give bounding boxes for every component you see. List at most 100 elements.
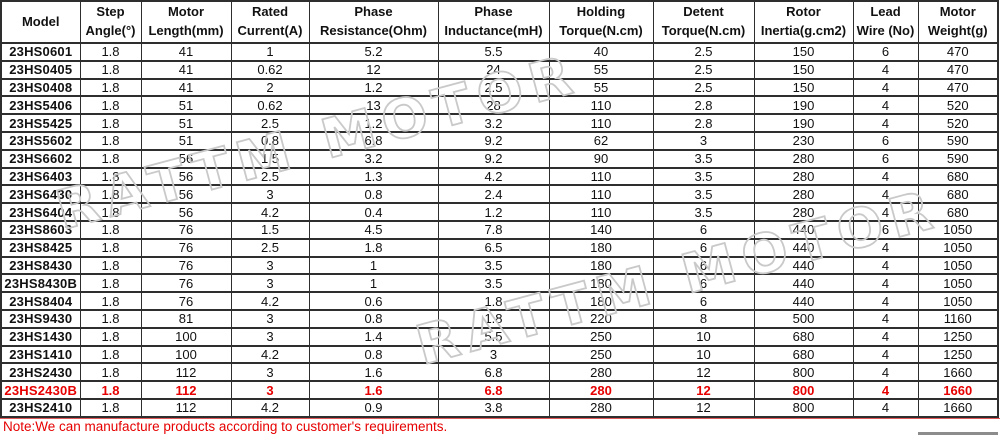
model-cell: 23HS6404 [0,202,81,222]
value-cell: 150 [753,59,854,80]
value-cell: 3.8 [437,397,550,418]
value-cell: 3.2 [308,148,439,169]
value-cell: 0.9 [308,397,439,418]
table-row: 23HS2410 1.8 112 4.2 0.9 3.8 280 12 800 4 1660 [0,397,999,418]
model-cell: 23HS8430 [0,255,81,276]
value-cell: 2.4 [437,184,550,205]
table-row: 23HS5425 1.8 51 2.5 1.2 3.2 110 2.8 190 4 520 [0,113,999,133]
table-row: 23HS6403 1.8 56 2.5 1.3 4.2 110 3.5 280 4 680 [0,166,999,187]
value-cell: 180 [548,255,654,276]
value-cell: 500 [753,308,854,329]
value-cell: 56 [140,166,232,187]
column-header-1: Step Angle(°) [79,0,142,44]
model-cell: 23HS8603 [0,219,81,240]
table-row: 23HS1430 1.8 100 3 1.4 5.5 250 10 680 4 1250 [0,326,999,347]
column-header-5: Phase Inductance(mH) [437,0,550,44]
value-cell: 280 [548,397,654,418]
value-cell: 2.5 [652,59,755,80]
value-cell: 112 [140,397,232,418]
value-cell: 8 [652,308,755,329]
model-cell: 23HS0408 [0,77,81,98]
value-cell: 1.5 [230,219,310,240]
value-cell: 0.62 [230,95,310,116]
value-cell: 1.2 [308,113,439,133]
value-cell: 110 [548,166,654,187]
value-cell: 1.6 [308,362,439,383]
value-cell: 4.2 [437,166,550,187]
value-cell: 6.5 [437,237,550,258]
table-row: 23HS1410 1.8 100 4.2 0.8 3 250 10 680 4 1250 [0,344,999,365]
value-cell: 81 [140,308,232,329]
value-cell: 6.8 [308,130,439,151]
value-cell: 1.8 [79,148,142,169]
value-cell: 9.2 [437,148,550,169]
column-header-7: Detent Torque(N.cm) [652,0,755,44]
value-cell: 1160 [917,308,999,329]
value-cell: 4 [852,273,919,294]
value-cell: 6 [852,42,919,62]
model-cell: 23HS2430 [0,362,81,383]
value-cell: 180 [548,273,654,294]
value-cell: 680 [917,184,999,205]
value-cell: 520 [917,113,999,133]
value-cell: 3 [230,380,310,400]
cropped-bottom-right-bar [918,432,998,435]
value-cell: 1660 [917,397,999,418]
column-header-10: Motor Weight(g) [917,0,999,44]
value-cell: 680 [753,326,854,347]
value-cell: 6 [652,219,755,240]
value-cell: 140 [548,219,654,240]
value-cell: 6 [652,291,755,311]
value-cell: 12 [308,59,439,80]
column-header-4: Phase Resistance(Ohm) [308,0,439,44]
value-cell: 1.2 [437,202,550,222]
value-cell: 1.8 [79,166,142,187]
model-cell: 23HS1410 [0,344,81,365]
value-cell: 2.8 [652,95,755,116]
value-cell: 3 [230,273,310,294]
value-cell: 110 [548,113,654,133]
model-cell: 23HS8430B [0,273,81,294]
value-cell: 0.8 [230,130,310,151]
model-cell: 23HS0601 [0,42,81,62]
value-cell: 190 [753,95,854,116]
value-cell: 1.8 [79,113,142,133]
value-cell: 4.5 [308,219,439,240]
value-cell: 4 [852,95,919,116]
value-cell: 1.8 [79,344,142,365]
value-cell: 1050 [917,219,999,240]
table-body: 23HS0601 1.8 41 1 5.2 5.5 40 2.5 150 6 470 23HS0405… [0,42,999,418]
value-cell: 110 [548,202,654,222]
value-cell: 1.5 [230,148,310,169]
value-cell: 3 [230,255,310,276]
value-cell: 3.2 [437,113,550,133]
value-cell: 280 [548,380,654,400]
value-cell: 24 [437,59,550,80]
value-cell: 6 [652,273,755,294]
value-cell: 2 [230,77,310,98]
value-cell: 4 [852,291,919,311]
value-cell: 12 [652,397,755,418]
value-cell: 1.8 [79,326,142,347]
value-cell: 4 [852,202,919,222]
column-header-0: Model [0,0,81,44]
value-cell: 1.8 [79,291,142,311]
value-cell: 230 [753,130,854,151]
value-cell: 800 [753,362,854,383]
value-cell: 250 [548,344,654,365]
value-cell: 6.8 [437,380,550,400]
value-cell: 56 [140,148,232,169]
table-row: 23HS5406 1.8 51 0.62 13 28 110 2.8 190 4 520 [0,95,999,116]
value-cell: 280 [753,184,854,205]
value-cell: 4.2 [230,344,310,365]
column-header-6: Holding Torque(N.cm) [548,0,654,44]
value-cell: 3.5 [437,255,550,276]
value-cell: 0.6 [308,291,439,311]
value-cell: 13 [308,95,439,116]
column-header-2: Motor Length(mm) [140,0,232,44]
value-cell: 5.5 [437,326,550,347]
value-cell: 40 [548,42,654,62]
value-cell: 41 [140,77,232,98]
value-cell: 2.5 [652,42,755,62]
value-cell: 56 [140,184,232,205]
